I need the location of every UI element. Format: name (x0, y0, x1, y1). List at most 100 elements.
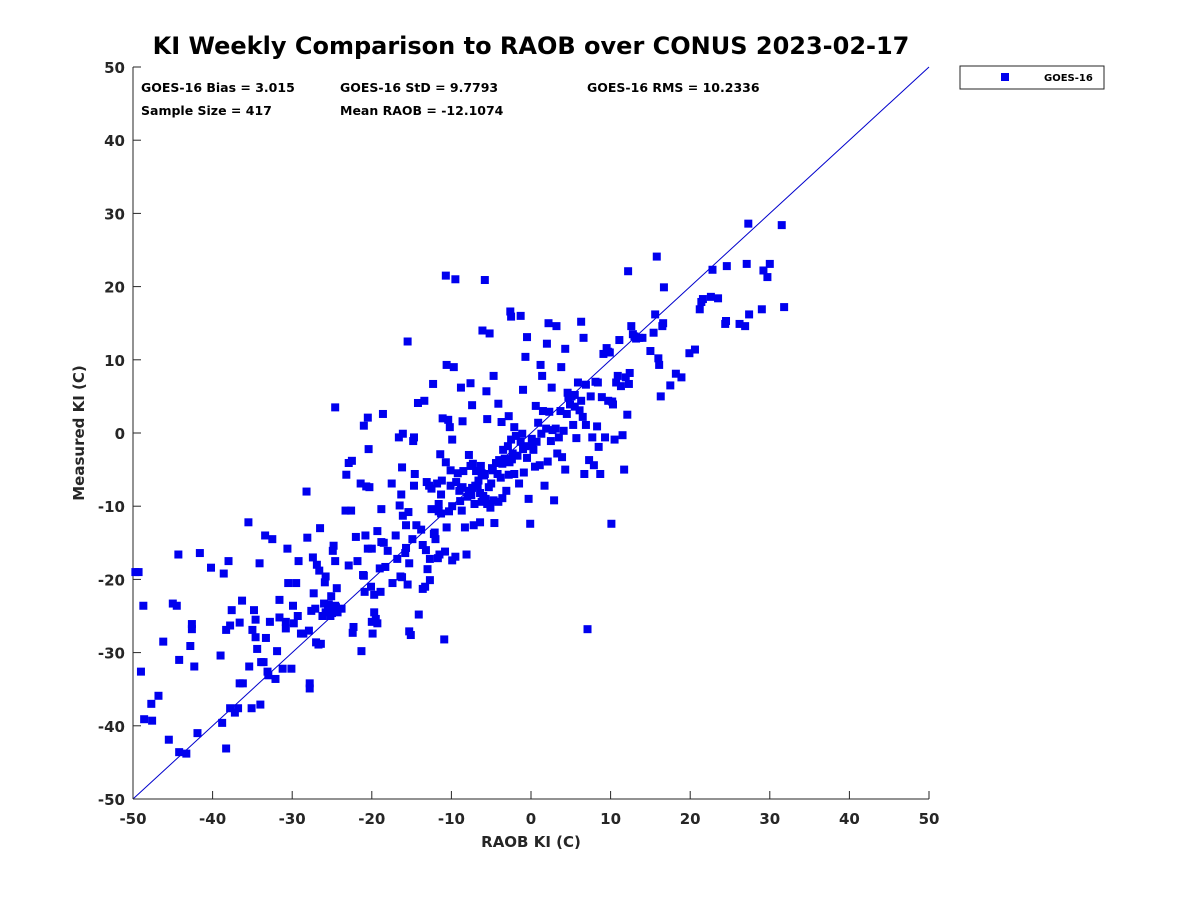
data-point (403, 337, 412, 346)
data-point (452, 478, 461, 487)
data-point (515, 479, 524, 488)
data-point (283, 544, 292, 553)
data-point (422, 478, 431, 487)
data-point (503, 442, 512, 451)
data-point (375, 564, 384, 573)
data-point (401, 549, 410, 558)
data-point (356, 479, 365, 488)
data-point (469, 521, 478, 530)
data-point (235, 618, 244, 627)
data-point (361, 531, 370, 540)
data-point (437, 476, 446, 485)
plot-area: -50 -40 -30 -20 -10 0 10 20 30 40 50 -50 -40 -30 -20 -1… (98, 59, 940, 828)
data-point (441, 458, 450, 467)
data-point (421, 582, 430, 591)
data-point (588, 433, 597, 442)
x-tick-label: 30 (759, 810, 780, 828)
data-point (357, 647, 366, 656)
data-point (586, 392, 595, 401)
data-point (373, 527, 382, 536)
data-point (561, 344, 570, 353)
data-point (182, 749, 191, 758)
data-point (328, 609, 336, 618)
data-point (581, 380, 590, 389)
data-point (238, 596, 247, 605)
data-point (441, 547, 450, 556)
data-point (497, 418, 506, 427)
data-point (303, 533, 312, 542)
data-point (513, 451, 522, 460)
data-point (264, 671, 273, 680)
data-point (538, 371, 547, 380)
data-point (448, 502, 457, 511)
data-point (735, 319, 744, 328)
data-point (624, 267, 633, 276)
x-tick-label: 0 (526, 810, 536, 828)
data-point (561, 465, 570, 474)
data-point (406, 631, 415, 640)
data-point (381, 562, 390, 571)
data-point (666, 381, 675, 390)
data-point (275, 613, 284, 622)
data-point (224, 557, 233, 566)
data-point (187, 620, 196, 629)
data-point (780, 303, 789, 312)
data-point (292, 579, 301, 588)
data-point (147, 699, 156, 708)
data-point (351, 532, 360, 541)
data-point (480, 276, 489, 285)
y-tick-label: 10 (104, 352, 125, 370)
data-point (398, 511, 407, 520)
data-point (559, 426, 568, 435)
data-point (316, 524, 325, 533)
data-point (572, 434, 581, 443)
data-point (441, 271, 450, 280)
data-point (593, 378, 602, 387)
data-point (573, 378, 582, 387)
data-point (604, 347, 613, 356)
data-point (504, 412, 513, 421)
data-point (546, 437, 555, 446)
data-point (506, 307, 515, 316)
data-point (535, 461, 544, 470)
data-point (601, 433, 610, 442)
data-point (468, 401, 477, 410)
data-point (383, 546, 392, 555)
data-point (613, 371, 622, 380)
data-point (207, 563, 216, 572)
data-point (445, 507, 454, 516)
x-tick-label: -40 (199, 810, 226, 828)
data-point (187, 625, 196, 634)
data-point (449, 363, 458, 372)
data-point (421, 546, 430, 555)
data-point (502, 486, 511, 495)
data-point (519, 468, 528, 477)
data-point (193, 729, 202, 738)
data-point (518, 429, 527, 438)
data-point (437, 490, 446, 499)
x-tick-label: -20 (358, 810, 385, 828)
data-point (504, 470, 513, 479)
data-point (627, 322, 636, 331)
y-axis-label: Measured KI (C) (70, 365, 88, 501)
data-point (596, 469, 605, 478)
data-point (186, 642, 195, 651)
data-point (570, 390, 579, 399)
data-point (327, 592, 336, 601)
data-point (610, 435, 619, 444)
data-point (265, 617, 274, 626)
data-point (529, 445, 538, 454)
data-point (706, 292, 715, 301)
data-point (476, 518, 485, 527)
data-point (418, 540, 427, 549)
data-point (453, 469, 462, 478)
data-point (457, 506, 466, 515)
stat-std: GOES-16 StD = 9.7793 (340, 80, 498, 95)
data-point (507, 435, 516, 444)
data-point (195, 549, 204, 558)
x-tick-label: 20 (680, 810, 701, 828)
x-axis-label: RAOB KI (C) (481, 833, 581, 851)
data-point (516, 437, 525, 446)
data-point (656, 392, 665, 401)
data-point (537, 429, 546, 438)
